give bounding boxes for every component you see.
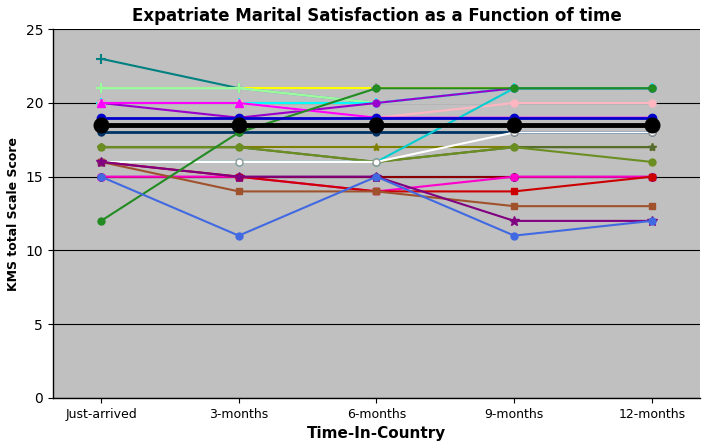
Y-axis label: KMS total Scale Score: KMS total Scale Score bbox=[7, 137, 20, 290]
Title: Expatriate Marital Satisfaction as a Function of time: Expatriate Marital Satisfaction as a Fun… bbox=[132, 7, 621, 25]
X-axis label: Time-In-Country: Time-In-Country bbox=[307, 426, 446, 441]
